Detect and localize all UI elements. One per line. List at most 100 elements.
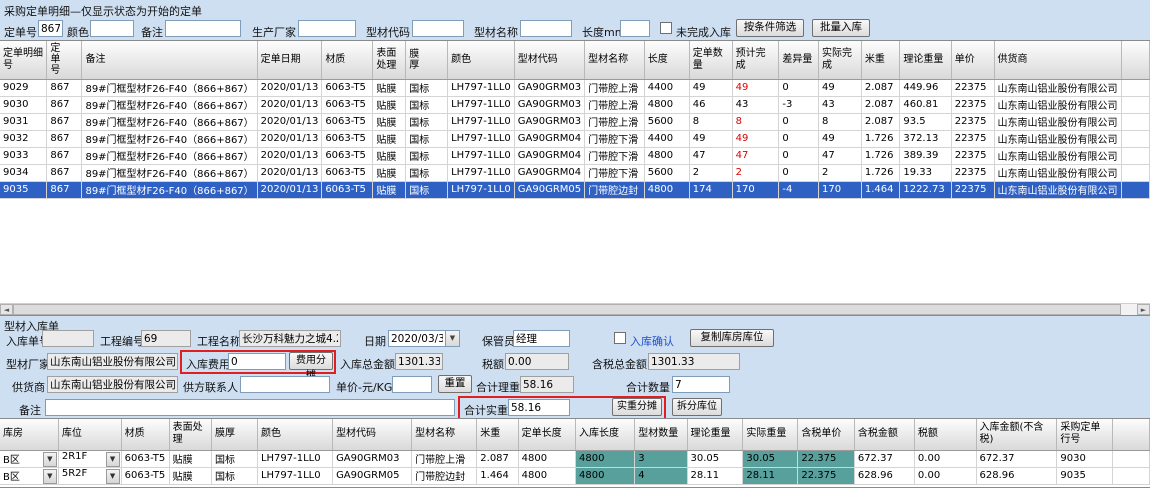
cell[interactable]: 9033 bbox=[0, 147, 48, 165]
cell[interactable]: GA90GRM03 bbox=[514, 79, 586, 97]
cell[interactable]: 0.00 bbox=[914, 450, 977, 468]
cell[interactable]: 43 bbox=[732, 96, 780, 114]
cell[interactable]: GA90GRM03 bbox=[332, 450, 413, 468]
cell[interactable]: 贴膜 bbox=[372, 79, 407, 97]
cell[interactable]: LH797-1LL0 bbox=[447, 79, 515, 97]
cell[interactable]: GA90GRM05 bbox=[332, 467, 413, 485]
actual-weight-allocate-button[interactable]: 实重分摊 bbox=[612, 398, 662, 416]
inbound-fee-field[interactable] bbox=[228, 353, 286, 370]
dropdown-arrow-icon[interactable]: ▼ bbox=[42, 468, 57, 483]
cell[interactable]: 389.39 bbox=[899, 147, 952, 165]
column-header[interactable]: 表面处理 bbox=[169, 419, 212, 451]
cell[interactable]: 672.37 bbox=[854, 450, 915, 468]
order-no-input[interactable] bbox=[38, 20, 63, 37]
cell[interactable]: 2 bbox=[818, 164, 862, 182]
cell[interactable]: 山东南山铝业股份有限公司 bbox=[994, 164, 1122, 182]
supplier-contact-field[interactable] bbox=[240, 376, 330, 393]
cell[interactable]: 1.726 bbox=[861, 130, 901, 148]
cell[interactable]: 4800 bbox=[518, 450, 577, 468]
cell[interactable]: 2020/01/13 bbox=[257, 164, 323, 182]
cell[interactable]: 1.726 bbox=[861, 164, 901, 182]
cell[interactable]: 4 bbox=[634, 467, 688, 485]
cell[interactable]: 国标 bbox=[405, 147, 449, 165]
column-header[interactable]: 税额 bbox=[914, 419, 977, 451]
unfinished-inbound-checkbox[interactable] bbox=[660, 22, 672, 34]
column-header[interactable]: 实际重量 bbox=[742, 419, 799, 451]
cell[interactable]: 贴膜 bbox=[169, 467, 212, 485]
cell[interactable]: 山东南山铝业股份有限公司 bbox=[994, 79, 1122, 97]
cell[interactable]: 8 bbox=[818, 113, 862, 131]
cell[interactable]: GA90GRM03 bbox=[514, 96, 586, 114]
cell[interactable]: 1.464 bbox=[861, 181, 901, 199]
scroll-right-icon[interactable]: ► bbox=[1137, 304, 1150, 315]
cell[interactable]: LH797-1LL0 bbox=[447, 181, 515, 199]
cell[interactable]: 2020/01/13 bbox=[257, 130, 323, 148]
cell[interactable]: 867 bbox=[46, 164, 83, 182]
cell[interactable]: 国标 bbox=[211, 450, 258, 468]
column-header[interactable]: 材质 bbox=[321, 41, 374, 80]
cell[interactable]: 22.375 bbox=[797, 450, 855, 468]
color-filter-input[interactable] bbox=[90, 20, 134, 37]
cell[interactable]: 22375 bbox=[951, 181, 995, 199]
scrollbar-thumb[interactable] bbox=[13, 304, 1121, 315]
cell[interactable]: 47 bbox=[818, 147, 862, 165]
cell[interactable]: 19.33 bbox=[899, 164, 952, 182]
cell[interactable]: 4400 bbox=[644, 79, 690, 97]
column-header[interactable]: 库位 bbox=[58, 419, 122, 451]
cell[interactable]: 9031 bbox=[0, 113, 48, 131]
cell[interactable]: 2020/01/13 bbox=[257, 79, 323, 97]
cell[interactable]: 867 bbox=[46, 113, 83, 131]
cell[interactable]: 49 bbox=[818, 79, 862, 97]
cell[interactable]: 国标 bbox=[405, 79, 449, 97]
manufacturer-filter-input[interactable] bbox=[298, 20, 356, 37]
filter-by-condition-button[interactable]: 按条件筛选 bbox=[736, 19, 804, 37]
cell[interactable]: 0 bbox=[778, 113, 820, 131]
cell[interactable]: 628.96 bbox=[854, 467, 915, 485]
cell[interactable]: 49 bbox=[732, 79, 780, 97]
cell[interactable]: 2020/01/13 bbox=[257, 96, 323, 114]
cell[interactable]: GA90GRM04 bbox=[514, 130, 586, 148]
cell[interactable]: 门带腔上滑 bbox=[584, 113, 645, 131]
cell[interactable]: 国标 bbox=[211, 467, 258, 485]
horizontal-scrollbar[interactable]: ◄ ► bbox=[0, 303, 1150, 315]
column-header[interactable]: 差异量 bbox=[778, 41, 820, 80]
cell[interactable]: 4800 bbox=[575, 450, 636, 468]
cell[interactable]: 1222.73 bbox=[899, 181, 952, 199]
column-header[interactable]: 库房 bbox=[0, 419, 59, 451]
cell[interactable]: GA90GRM05 bbox=[514, 181, 586, 199]
cell[interactable]: 4800 bbox=[575, 467, 636, 485]
column-header[interactable]: 理论重量 bbox=[899, 41, 952, 80]
cell[interactable]: 174 bbox=[689, 181, 733, 199]
cell[interactable]: 山东南山铝业股份有限公司 bbox=[994, 181, 1122, 199]
table-row[interactable]: 9035 867 89#门框型材F26-F40（866+867） 2020/01/13… bbox=[0, 181, 1150, 199]
column-header[interactable]: 定单日期 bbox=[257, 41, 323, 80]
column-header[interactable]: 膜厚 bbox=[405, 41, 449, 80]
tax-incl-total-field[interactable] bbox=[648, 353, 740, 370]
inbound-no-field[interactable] bbox=[42, 330, 94, 347]
cell[interactable]: 89#门框型材F26-F40（866+867） bbox=[81, 79, 258, 97]
project-no-field[interactable] bbox=[141, 330, 191, 347]
cell[interactable]: 山东南山铝业股份有限公司 bbox=[994, 96, 1122, 114]
cell[interactable]: 28.11 bbox=[687, 467, 744, 485]
cell[interactable]: 2.087 bbox=[861, 96, 901, 114]
total-actual-weight-field[interactable] bbox=[508, 399, 570, 416]
cell[interactable]: 22375 bbox=[951, 113, 995, 131]
cell[interactable]: 9032 bbox=[0, 130, 48, 148]
cell[interactable]: 门带腔上滑 bbox=[584, 96, 645, 114]
cell[interactable]: LH797-1LL0 bbox=[447, 130, 515, 148]
tax-field[interactable] bbox=[505, 353, 569, 370]
cell[interactable]: 628.96 bbox=[976, 467, 1058, 485]
cell[interactable]: 国标 bbox=[405, 164, 449, 182]
cell[interactable]: 贴膜 bbox=[169, 450, 212, 468]
cell[interactable]: 89#门框型材F26-F40（866+867） bbox=[81, 96, 258, 114]
column-header[interactable]: 型材数量 bbox=[634, 419, 688, 451]
table-row[interactable]: 9031 867 89#门框型材F26-F40（866+867） 2020/01/13… bbox=[0, 113, 1150, 131]
cell[interactable]: 9034 bbox=[0, 164, 48, 182]
cell[interactable]: LH797-1LL0 bbox=[447, 96, 515, 114]
table-row[interactable]: 9030 867 89#门框型材F26-F40（866+867） 2020/01/13… bbox=[0, 96, 1150, 114]
column-header[interactable]: 颜色 bbox=[447, 41, 515, 80]
cell[interactable]: 国标 bbox=[405, 181, 449, 199]
column-header[interactable]: 采购定单行号 bbox=[1056, 419, 1113, 451]
column-header[interactable]: 含税单价 bbox=[797, 419, 855, 451]
cell[interactable]: GA90GRM04 bbox=[514, 164, 586, 182]
